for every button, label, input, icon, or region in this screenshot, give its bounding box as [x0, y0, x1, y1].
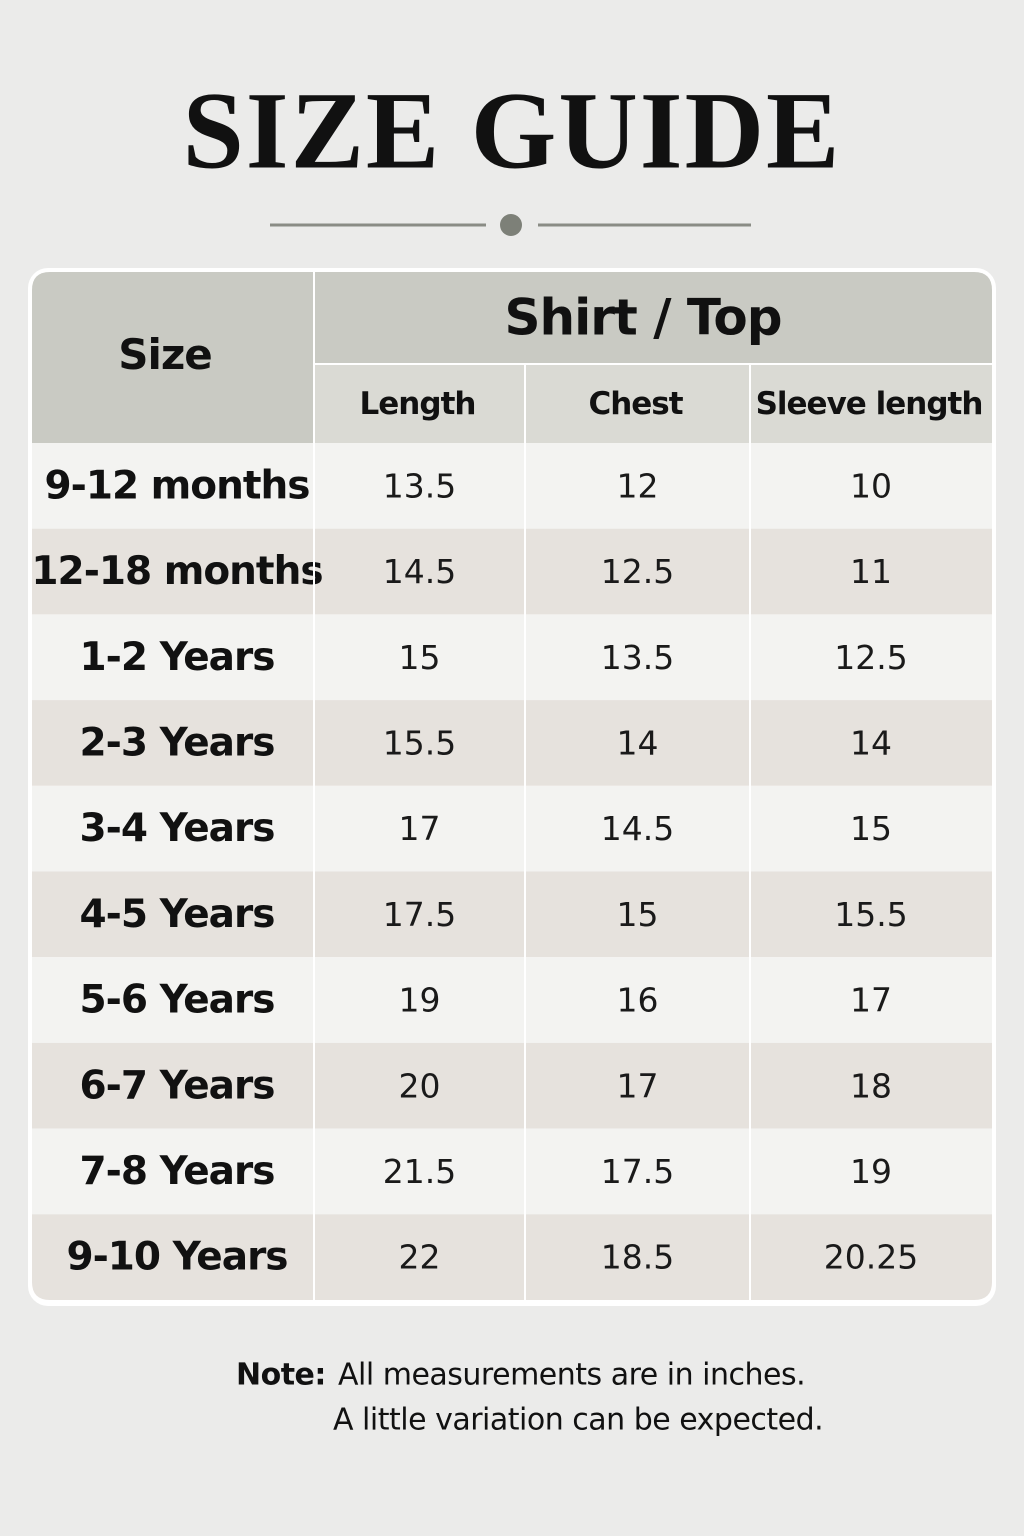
- measurement: 18.5: [601, 1238, 674, 1277]
- measurement: 15.5: [834, 895, 907, 934]
- measurement: 13.5: [383, 466, 456, 505]
- measurement: 13.5: [601, 638, 674, 677]
- row-background: [32, 957, 992, 1043]
- column-header: Sleeve length: [756, 386, 983, 422]
- measurement: 12.5: [601, 552, 674, 591]
- measurement: 15: [850, 809, 892, 848]
- measurement: 18: [850, 1066, 892, 1105]
- measurement: 15: [399, 638, 441, 677]
- measurement: 15.5: [383, 723, 456, 762]
- size-label: 6-7 Years: [80, 1063, 275, 1108]
- measurement: 20.25: [824, 1238, 918, 1277]
- measurement: 12.5: [834, 638, 907, 677]
- measurement: 17.5: [383, 895, 456, 934]
- row-background: [32, 871, 992, 958]
- measurement: 17: [617, 1066, 659, 1105]
- header-cell: [314, 272, 992, 364]
- size-label: 9-12 months: [45, 463, 310, 508]
- measurement: 14: [617, 723, 659, 762]
- divider-dot: [500, 214, 522, 236]
- size-label: 4-5 Years: [80, 892, 275, 937]
- size-label: 2-3 Years: [80, 720, 275, 765]
- size-label: 5-6 Years: [80, 978, 275, 1023]
- measurement: 17.5: [601, 1152, 674, 1191]
- column-header: Length: [360, 386, 476, 422]
- column-header: Chest: [588, 386, 683, 422]
- title: SIZE GUIDE: [183, 69, 842, 191]
- header-cell: [32, 272, 314, 443]
- row-background: [32, 1214, 992, 1300]
- measurement: 19: [399, 981, 441, 1020]
- row-background: [32, 785, 992, 872]
- subheader-row: [314, 364, 992, 443]
- row-background: [32, 700, 992, 786]
- row-background: [32, 1042, 992, 1129]
- measurement: 22: [399, 1238, 441, 1277]
- size-label: 1-2 Years: [80, 635, 275, 680]
- note-line: All measurements are in inches.: [338, 1358, 805, 1393]
- row-background: [32, 614, 992, 701]
- measurement: 16: [617, 981, 659, 1020]
- size-header: Size: [118, 330, 212, 379]
- measurement: 11: [850, 552, 892, 591]
- size-label: 9-10 Years: [66, 1235, 287, 1280]
- size-label: 3-4 Years: [80, 806, 275, 851]
- measurement: 10: [850, 466, 892, 505]
- measurement: 17: [850, 981, 892, 1020]
- measurement: 15: [617, 895, 659, 934]
- measurement: 12: [617, 466, 659, 505]
- measurement: 21.5: [383, 1152, 456, 1191]
- size-table: Size Shirt / Top Length Chest Sleeve length 9…: [31, 272, 992, 1300]
- row-background: [32, 443, 992, 529]
- row-background: [32, 528, 992, 615]
- group-header: Shirt / Top: [505, 289, 782, 347]
- size-label: 7-8 Years: [80, 1149, 275, 1194]
- note-line: A little variation can be expected.: [333, 1403, 823, 1438]
- measurement: 14: [850, 723, 892, 762]
- row-background: [32, 1128, 992, 1215]
- size-label: 12-18 months: [31, 549, 322, 594]
- measurement: 19: [850, 1152, 892, 1191]
- measurement: 14.5: [601, 809, 674, 848]
- measurement: 20: [399, 1066, 441, 1105]
- measurement: 17: [399, 809, 441, 848]
- note-label: Note:: [236, 1358, 326, 1393]
- measurement: 14.5: [383, 552, 456, 591]
